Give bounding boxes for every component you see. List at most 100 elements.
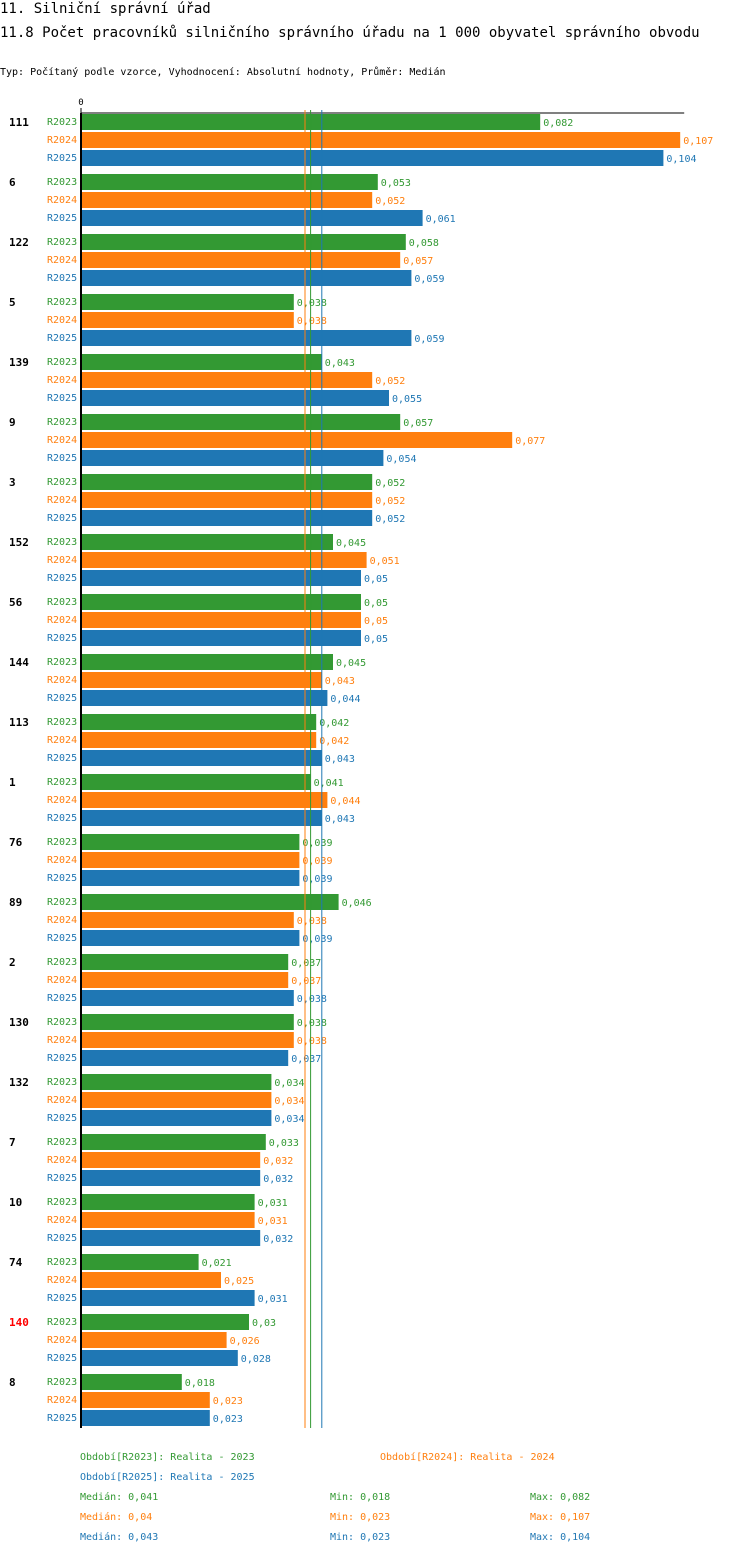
data-label: 0,023 (213, 1396, 243, 1407)
series-row-label: R2025 (47, 333, 77, 344)
bar (81, 354, 322, 370)
data-label: 0,082 (543, 118, 573, 129)
bar (81, 1134, 266, 1150)
stat-median: Medián: 0,04 (80, 1511, 152, 1523)
data-label: 0,05 (364, 598, 388, 609)
bar (81, 174, 378, 190)
data-label: 0,052 (375, 496, 405, 507)
data-label: 0,038 (297, 316, 327, 327)
x-axis-tick-label: 0 (78, 98, 83, 108)
series-row-label: R2024 (47, 195, 77, 206)
series-row-label: R2024 (47, 315, 77, 326)
data-label: 0,031 (258, 1216, 288, 1227)
data-label: 0,039 (302, 856, 332, 867)
category-label: 139 (9, 356, 29, 369)
data-label: 0,038 (297, 298, 327, 309)
bar (81, 834, 300, 850)
data-label: 0,046 (342, 898, 372, 909)
series-row-label: R2023 (47, 477, 77, 488)
bar (81, 150, 664, 166)
data-label: 0,043 (325, 358, 355, 369)
bar (81, 894, 339, 910)
data-label: 0,039 (302, 838, 332, 849)
data-label: 0,052 (375, 514, 405, 525)
data-label: 0,057 (403, 256, 433, 267)
category-label: 144 (9, 656, 29, 669)
series-row-label: R2024 (47, 1095, 77, 1106)
bar (81, 654, 333, 670)
bar (81, 270, 412, 286)
stat-min: Min: 0,023 (330, 1532, 390, 1543)
legend-item: Období[R2023]: Realita - 2023 (80, 1451, 255, 1463)
series-row-label: R2024 (47, 855, 77, 866)
bar (81, 294, 294, 310)
series-row-label: R2024 (47, 1035, 77, 1046)
data-label: 0,041 (314, 778, 344, 789)
stat-max: Max: 0,107 (530, 1512, 590, 1523)
bar (81, 312, 294, 328)
data-label: 0,058 (409, 238, 439, 249)
data-label: 0,05 (364, 616, 388, 627)
series-row-label: R2025 (47, 933, 77, 944)
category-label: 130 (9, 1016, 29, 1029)
data-label: 0,034 (274, 1078, 304, 1089)
series-row-label: R2025 (47, 1113, 77, 1124)
series-row-label: R2024 (47, 795, 77, 806)
bar (81, 450, 384, 466)
bar (81, 930, 300, 946)
data-label: 0,043 (325, 676, 355, 687)
bar (81, 1290, 255, 1306)
series-row-label: R2023 (47, 837, 77, 848)
series-row-label: R2023 (47, 1317, 77, 1328)
bar (81, 510, 373, 526)
bar (81, 732, 317, 748)
category-label: 113 (9, 716, 29, 729)
chart-title: 11.8 Počet pracovníků silničního správní… (0, 25, 700, 41)
bar (81, 132, 681, 148)
series-row-label: R2025 (47, 1353, 77, 1364)
series-row-label: R2023 (47, 777, 77, 788)
series-row-label: R2024 (47, 1335, 77, 1346)
series-row-label: R2024 (47, 975, 77, 986)
category-label: 140 (9, 1316, 29, 1329)
series-row-label: R2023 (47, 897, 77, 908)
bar (81, 1194, 255, 1210)
data-label: 0,104 (666, 154, 696, 165)
bar (81, 474, 373, 490)
data-label: 0,038 (297, 916, 327, 927)
data-label: 0,052 (375, 196, 405, 207)
series-row-label: R2025 (47, 1173, 77, 1184)
bar (81, 492, 373, 508)
data-label: 0,055 (392, 394, 422, 405)
chart-type-line: Typ: Počítaný podle vzorce, Vyhodnocení:… (0, 67, 446, 78)
bar (81, 372, 373, 388)
data-label: 0,038 (297, 1018, 327, 1029)
data-label: 0,059 (414, 274, 444, 285)
series-row-label: R2024 (47, 735, 77, 746)
series-row-label: R2023 (47, 657, 77, 668)
bar (81, 1254, 199, 1270)
series-row-label: R2023 (47, 237, 77, 248)
series-row-label: R2023 (47, 177, 77, 188)
bar (81, 870, 300, 886)
bar (81, 630, 361, 646)
data-label: 0,045 (336, 658, 366, 669)
series-row-label: R2023 (47, 717, 77, 728)
series-row-label: R2023 (47, 1257, 77, 1268)
bar (81, 192, 373, 208)
data-label: 0,05 (364, 574, 388, 585)
data-label: 0,107 (683, 136, 713, 147)
bar (81, 1014, 294, 1030)
bar (81, 1230, 261, 1246)
data-label: 0,042 (319, 736, 349, 747)
category-label: 152 (9, 536, 29, 549)
bar (81, 1032, 294, 1048)
page-title: 11. Silniční správní úřad (0, 1, 211, 17)
category-label: 111 (9, 116, 29, 129)
stat-min: Min: 0,023 (330, 1512, 390, 1523)
bar (81, 750, 322, 766)
bar (81, 1314, 249, 1330)
category-label: 1 (9, 776, 16, 789)
series-row-label: R2023 (47, 1197, 77, 1208)
